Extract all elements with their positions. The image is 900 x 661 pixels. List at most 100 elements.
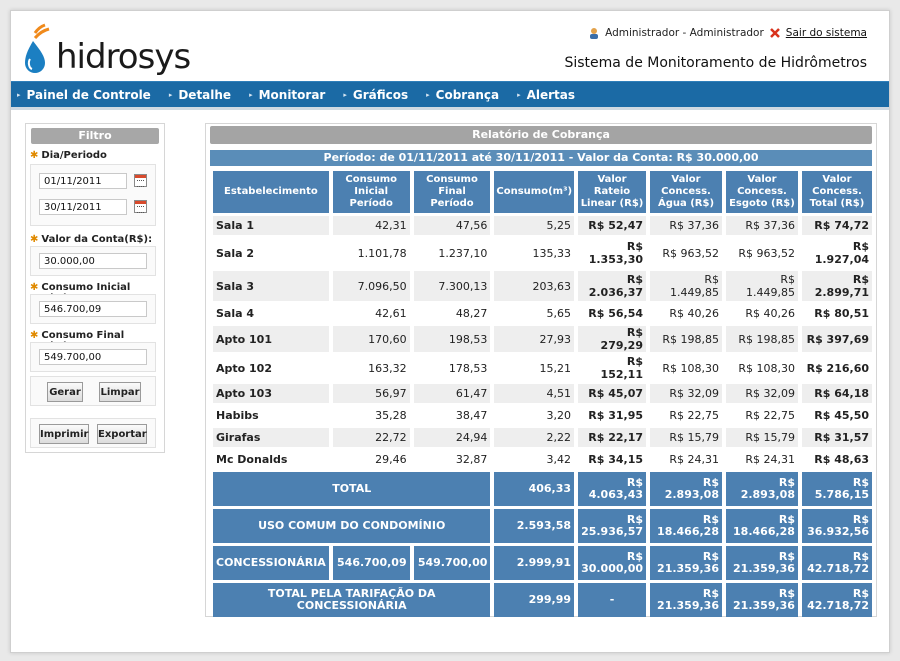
cell-name: Sala 4 [213, 304, 329, 323]
cell-agua: R$ 40,26 [650, 304, 722, 323]
header-consumo[interactable]: Consumo(m³) [494, 171, 575, 213]
date-end-input[interactable] [39, 199, 127, 215]
cell-final: 47,56 [413, 216, 491, 235]
utility-label: CONCESSIONÁRIA [213, 546, 329, 580]
header-esgoto[interactable]: Valor Concess. Esgoto (R$) [725, 171, 798, 213]
bullet-arrow-icon: ▸ [17, 90, 21, 99]
cell-inicial: 29,46 [332, 450, 410, 469]
cell-rateio: R$ 56,54 [578, 304, 646, 323]
table-header-row: Estabelecimento Consumo Inicial Período … [213, 171, 872, 213]
cell-esgoto: R$ 108,30 [725, 355, 798, 381]
final-consumption-box [30, 342, 156, 372]
utility-inicial: 546.700,09 [332, 546, 410, 580]
bill-value-input[interactable] [39, 253, 147, 269]
report-panel: Relatório de Cobrança Período: de 01/11/… [205, 123, 877, 617]
cell-inicial: 35,28 [332, 406, 410, 425]
calendar-icon[interactable] [134, 174, 147, 187]
utility-final: 549.700,00 [413, 546, 491, 580]
cell-rateio: R$ 2.036,37 [578, 271, 646, 301]
cell-final: 198,53 [413, 326, 491, 352]
close-icon[interactable] [769, 27, 781, 39]
cell-final: 61,47 [413, 384, 491, 403]
cell-rateio: R$ 34,15 [578, 450, 646, 469]
clear-button[interactable]: Limpar [99, 382, 141, 402]
cell-inicial: 163,32 [332, 355, 410, 381]
bullet-arrow-icon: ▸ [168, 90, 173, 99]
cell-final: 1.237,10 [413, 238, 491, 268]
cell-rateio: R$ 45,07 [578, 384, 646, 403]
user-name: Administrador - Administrador [605, 27, 764, 39]
nav-item-painel[interactable]: ▸ Painel de Controle [17, 88, 151, 102]
tariff-consumo: 299,99 [494, 583, 575, 617]
cell-agua: R$ 963,52 [650, 238, 722, 268]
nav-item-alertas[interactable]: ▸ Alertas [517, 88, 575, 102]
nav-item-cobranca[interactable]: ▸ Cobrança [426, 88, 499, 102]
cell-esgoto: R$ 24,31 [725, 450, 798, 469]
bill-label-text: Valor da Conta(R$): [41, 234, 153, 245]
nav-item-monitorar[interactable]: ▸ Monitorar [249, 88, 325, 102]
cell-consumo: 135,33 [494, 238, 575, 268]
cell-total: R$ 31,57 [801, 428, 872, 447]
tariff-row: TOTAL PELA TARIFAÇÃO DA CONCESSIONÁRIA 2… [213, 583, 872, 617]
system-title: Sistema de Monitoramento de Hidrômetros [564, 55, 867, 71]
cell-name: Mc Donalds [213, 450, 329, 469]
required-icon: ✱ [30, 282, 39, 293]
cell-name: Sala 1 [213, 216, 329, 235]
common-use-total: R$ 36.932,56 [801, 509, 872, 543]
calendar-icon[interactable] [134, 200, 147, 213]
table-row: Apto 101 170,60 198,53 27,93 R$ 279,29 R… [213, 326, 872, 352]
period-label: ✱ Dia/Periodo [30, 150, 107, 161]
header-consumo-final[interactable]: Consumo Final Período [413, 171, 491, 213]
cell-inicial: 56,97 [332, 384, 410, 403]
print-button[interactable]: Imprimir [39, 424, 89, 444]
cell-inicial: 42,31 [332, 216, 410, 235]
cell-name: Habibs [213, 406, 329, 425]
cell-rateio: R$ 52,47 [578, 216, 646, 235]
user-bar: Administrador - Administrador Sair do si… [588, 27, 867, 39]
total-row: TOTAL 406,33 R$ 4.063,43 R$ 2.893,08 R$ … [213, 472, 872, 506]
header-rateio[interactable]: Valor Rateio Linear (R$) [578, 171, 646, 213]
cell-consumo: 203,63 [494, 271, 575, 301]
cell-final: 24,94 [413, 428, 491, 447]
header-consumo-inicial[interactable]: Consumo Inicial Período [332, 171, 410, 213]
cell-inicial: 42,61 [332, 304, 410, 323]
water-drop-icon [25, 23, 50, 73]
total-esgoto: R$ 2.893,08 [725, 472, 798, 506]
cell-name: Apto 103 [213, 384, 329, 403]
common-use-rateio: R$ 25.936,57 [578, 509, 646, 543]
cell-consumo: 5,65 [494, 304, 575, 323]
table-row: Habibs 35,28 38,47 3,20 R$ 31,95 R$ 22,7… [213, 406, 872, 425]
logout-link[interactable]: Sair do sistema [785, 27, 867, 39]
total-rateio: R$ 4.063,43 [578, 472, 646, 506]
common-use-esgoto: R$ 18.466,28 [725, 509, 798, 543]
utility-rateio: R$ 30.000,00 [578, 546, 646, 580]
export-button[interactable]: Exportar [97, 424, 147, 444]
total-agua: R$ 2.893,08 [650, 472, 722, 506]
cell-agua: R$ 1.449,85 [650, 271, 722, 301]
cell-total: R$ 2.899,71 [801, 271, 872, 301]
total-total: R$ 5.786,15 [801, 472, 872, 506]
cell-agua: R$ 198,85 [650, 326, 722, 352]
header-total[interactable]: Valor Concess. Total (R$) [801, 171, 872, 213]
header-estabelecimento[interactable]: Estabelecimento [213, 171, 329, 213]
cell-total: R$ 48,63 [801, 450, 872, 469]
generate-button[interactable]: Gerar [47, 382, 83, 402]
nav-item-graficos[interactable]: ▸ Gráficos [343, 88, 408, 102]
initial-consumption-box [30, 294, 156, 324]
cell-name: Girafas [213, 428, 329, 447]
header-agua[interactable]: Valor Concess. Água (R$) [650, 171, 722, 213]
initial-consumption-input[interactable] [39, 301, 147, 317]
cell-agua: R$ 22,75 [650, 406, 722, 425]
bullet-arrow-icon: ▸ [249, 90, 253, 99]
cell-agua: R$ 108,30 [650, 355, 722, 381]
action-buttons-2: Imprimir Exportar [30, 418, 156, 448]
cell-agua: R$ 37,36 [650, 216, 722, 235]
period-box [30, 164, 156, 226]
final-consumption-input[interactable] [39, 349, 147, 365]
cell-rateio: R$ 152,11 [578, 355, 646, 381]
tariff-label: TOTAL PELA TARIFAÇÃO DA CONCESSIONÁRIA [213, 583, 491, 617]
date-start-input[interactable] [39, 173, 127, 189]
nav-item-detalhe[interactable]: ▸ Detalhe [169, 88, 231, 102]
tariff-esgoto: R$ 21.359,36 [725, 583, 798, 617]
cell-esgoto: R$ 22,75 [725, 406, 798, 425]
